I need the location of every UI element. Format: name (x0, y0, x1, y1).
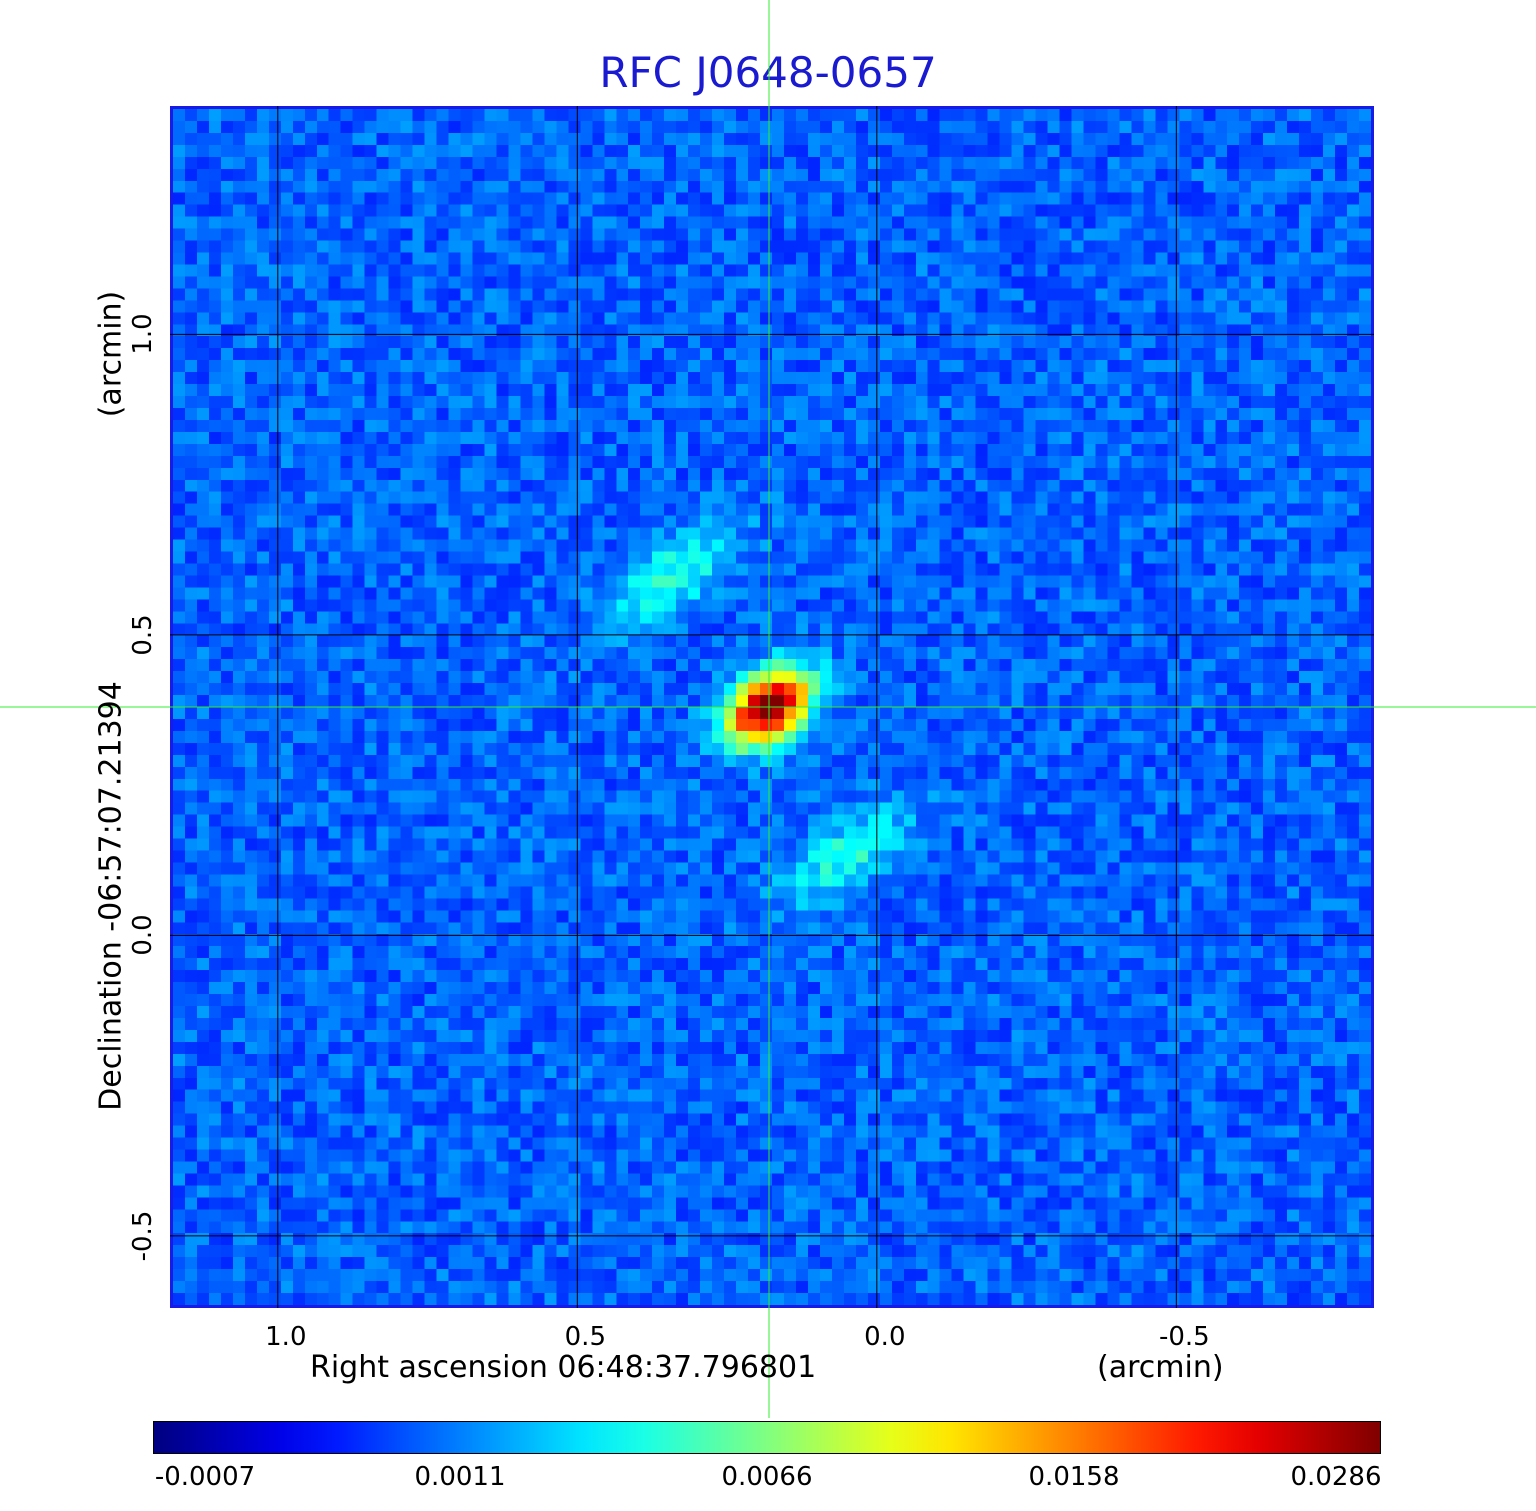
colorbar-tick-label: 0.0011 (414, 1462, 506, 1492)
x-axis-label: Right ascension 06:48:37.796801 (310, 1350, 817, 1385)
x-tick-label: 1.0 (265, 1322, 307, 1352)
colorbar-tick-label: 0.0066 (721, 1462, 813, 1492)
x-tick-label: -0.5 (1158, 1322, 1210, 1352)
colorbar-tick-label: 0.0158 (1028, 1462, 1120, 1492)
y-tick-label: 1.0 (128, 313, 158, 356)
x-tick-label: 0.5 (564, 1322, 606, 1352)
y-tick-label: 0.5 (128, 614, 158, 656)
image-plot-area[interactable] (170, 106, 1374, 1308)
intensity-map (173, 109, 1371, 1305)
y-tick-label: -0.5 (128, 1210, 158, 1262)
colorbar-tick-label: 0.0286 (1290, 1462, 1382, 1492)
x-axis-unit: (arcmin) (1097, 1350, 1224, 1385)
colorbar-tick-label: -0.0007 (154, 1462, 256, 1492)
y-axis-unit: (arcmin) (93, 290, 129, 418)
colorbar (153, 1421, 1381, 1454)
y-axis-label: Declination -06:57:07.21394 (93, 681, 129, 1111)
chart-title: RFC J0648-0657 (599, 48, 937, 97)
y-tick-label: 0.0 (128, 914, 158, 957)
x-tick-label: 0.0 (864, 1322, 906, 1352)
